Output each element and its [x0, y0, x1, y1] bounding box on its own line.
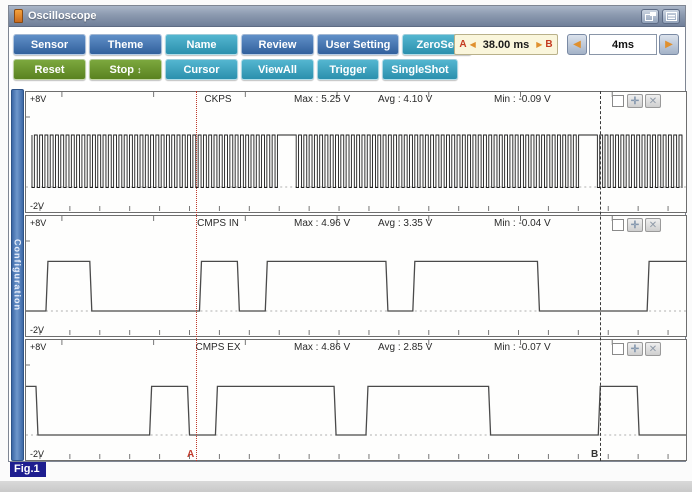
cursor-b-letter: B — [545, 39, 553, 50]
channel-name: CMPS IN — [197, 218, 239, 229]
theme-button-label: Theme — [107, 38, 144, 51]
max-value: Max : 5.25 V — [294, 94, 351, 105]
left-arrow-icon: ◀ — [573, 39, 581, 50]
configuration-tab[interactable]: Configuration — [11, 89, 24, 461]
cursor-button[interactable]: Cursor — [165, 59, 238, 80]
timebase-increase-button[interactable]: ▶ — [659, 34, 679, 55]
review-button-label: Review — [258, 38, 297, 51]
channel-move-button[interactable]: ✛ — [627, 94, 643, 108]
singleshot-button[interactable]: SingleShot — [382, 59, 458, 80]
ckps-waveform — [26, 92, 686, 211]
avg-value: Avg : 3.35 V — [378, 218, 433, 229]
channel-visibility-checkbox[interactable] — [612, 219, 624, 231]
channel-name: CMPS EX — [195, 342, 241, 353]
cmps-ex-waveform — [26, 340, 686, 459]
stop-button-label: Stop — [109, 63, 134, 76]
titlebar: Oscilloscope — [9, 6, 685, 27]
trigger-button-label: Trigger — [329, 63, 367, 76]
restore-window-button[interactable] — [641, 8, 659, 24]
minimize-icon — [665, 11, 677, 21]
channel-move-button[interactable]: ✛ — [627, 218, 643, 232]
sensor-button-label: Sensor — [30, 38, 69, 51]
bottom-voltage-label: -2V — [30, 201, 45, 211]
user-setting-button-label: User Setting — [325, 38, 391, 51]
top-voltage-label: +8V — [30, 218, 47, 228]
avg-value: Avg : 4.10 V — [378, 94, 433, 105]
channel-visibility-checkbox[interactable] — [612, 343, 624, 355]
window-title: Oscilloscope — [28, 10, 97, 22]
avg-value: Avg : 2.85 V — [378, 342, 433, 353]
user-setting-button[interactable]: User Setting — [317, 34, 399, 55]
cmps-in-waveform — [26, 216, 686, 335]
channel-visibility-checkbox[interactable] — [612, 95, 624, 107]
channel-close-button[interactable]: ✕ — [645, 94, 661, 108]
review-button[interactable]: Review — [241, 34, 314, 55]
cursor-a-arrow-icon[interactable]: ◀ — [469, 40, 476, 49]
ab-time-value: 38.00 ms — [482, 38, 530, 51]
channel-name: CKPS — [204, 94, 232, 105]
figure-caption: Fig.1 — [10, 462, 46, 477]
name-button[interactable]: Name — [165, 34, 238, 55]
theme-button[interactable]: Theme — [89, 34, 162, 55]
sensor-button[interactable]: Sensor — [13, 34, 86, 55]
channel-close-button[interactable]: ✕ — [645, 342, 661, 356]
bottom-strip — [0, 481, 692, 492]
bottom-voltage-label: -2V — [30, 449, 45, 459]
right-arrow-icon: ▶ — [665, 39, 673, 50]
cursor-a-label: A — [187, 449, 195, 460]
panel-cmps-ex: +8V CMPS EX Max : 4.86 V Avg : 2.85 V Mi… — [25, 339, 687, 461]
waveform-panels: +8V CKPS Max : 5.25 V Avg : 4.10 V Min :… — [25, 91, 687, 461]
channel-move-button[interactable]: ✛ — [627, 342, 643, 356]
top-voltage-label: +8V — [30, 94, 47, 104]
window-buttons — [641, 8, 680, 24]
ab-cursor-readout[interactable]: A ◀ 38.00 ms ▶ B — [454, 34, 558, 55]
toolbar-row-1: Sensor Theme Name Review User Setting Ze… — [13, 34, 472, 55]
max-value: Max : 4.96 V — [294, 218, 351, 229]
minimize-window-button[interactable] — [662, 8, 680, 24]
oscilloscope-window: Oscilloscope Sensor Theme Name Review Us… — [8, 5, 687, 462]
zeroset-button-label: ZeroSet — [416, 38, 458, 51]
restore-icon — [644, 11, 656, 21]
min-value: Min : -0.04 V — [494, 218, 551, 229]
timebase-control: ◀ 4ms ▶ — [567, 34, 679, 55]
reset-button-label: Reset — [34, 63, 65, 76]
cursor-b-arrow-icon[interactable]: ▶ — [536, 40, 543, 49]
stop-button[interactable]: Stop ↕ — [89, 59, 162, 80]
cursor-b-label: B — [591, 449, 599, 460]
panel-cmps-in: +8V CMPS IN Max : 4.96 V Avg : 3.35 V Mi… — [25, 215, 687, 337]
configuration-tab-label: Configuration — [12, 239, 23, 311]
channel-close-button[interactable]: ✕ — [645, 218, 661, 232]
reset-button[interactable]: Reset — [13, 59, 86, 80]
trigger-button[interactable]: Trigger — [317, 59, 379, 80]
viewall-button-label: ViewAll — [258, 63, 297, 76]
viewall-button[interactable]: ViewAll — [241, 59, 314, 80]
panel-ckps: +8V CKPS Max : 5.25 V Avg : 4.10 V Min :… — [25, 91, 687, 213]
min-value: Min : -0.09 V — [494, 94, 551, 105]
top-voltage-label: +8V — [30, 342, 47, 352]
stop-spinner-icon[interactable]: ↕ — [136, 64, 142, 75]
app-logo-icon — [14, 9, 23, 23]
cursor-a-line[interactable] — [196, 91, 197, 461]
cursor-button-label: Cursor — [183, 63, 220, 76]
name-button-label: Name — [186, 38, 217, 51]
toolbar-row-2: Reset Stop ↕ Cursor ViewAll Trigger Singl… — [13, 59, 458, 80]
cursor-b-line[interactable] — [600, 91, 601, 461]
singleshot-button-label: SingleShot — [391, 63, 449, 76]
cursor-a-letter: A — [459, 39, 467, 50]
max-value: Max : 4.86 V — [294, 342, 351, 353]
bottom-voltage-label: -2V — [30, 325, 45, 335]
timebase-decrease-button[interactable]: ◀ — [567, 34, 587, 55]
timebase-value[interactable]: 4ms — [589, 34, 657, 55]
min-value: Min : -0.07 V — [494, 342, 551, 353]
